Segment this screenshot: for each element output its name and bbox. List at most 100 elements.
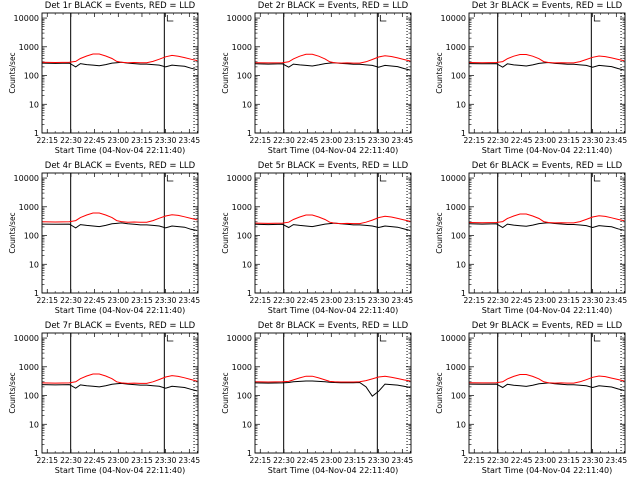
- y-tick-label: 1000: [446, 43, 466, 52]
- series-line-events: [41, 222, 198, 231]
- y-tick-label: 100: [24, 392, 39, 401]
- y-tick-label: 100: [237, 72, 252, 81]
- plot-frame: [254, 332, 412, 454]
- chart-panel-9: Det 9r BLACK = Events, RED = LLD 1 10 100 10…: [435, 321, 627, 475]
- x-axis-label: Start Time (04-Nov-04 22:11:40): [268, 466, 398, 475]
- x-axis-label: Start Time (04-Nov-04 22:11:40): [482, 306, 612, 315]
- chart-panel-8: Det 8r BLACK = Events, RED = LLD 1 10 100 10…: [221, 321, 413, 475]
- x-tick-label: 22:45: [297, 296, 319, 305]
- x-tick-label: 23:30: [155, 296, 177, 305]
- y-tick-label: 10000: [14, 14, 39, 23]
- x-tick-label: 23:00: [107, 456, 129, 465]
- y-tick-label: 10: [29, 100, 39, 109]
- x-tick-label: 23:00: [107, 136, 129, 145]
- chart-panel-3: Det 3r BLACK = Events, RED = LLD 1 10 100 10…: [435, 1, 627, 155]
- x-tick-label: 22:15: [36, 136, 58, 145]
- y-tick-label: 1: [461, 129, 466, 138]
- y-tick-label: 100: [451, 392, 466, 401]
- y-axis-label: Counts/sec: [8, 372, 17, 413]
- y-tick-label: 10000: [441, 334, 466, 343]
- x-tick-label: 23:00: [107, 296, 129, 305]
- chart-title: Det 7r BLACK = Events, RED = LLD: [45, 321, 196, 331]
- chart-panel-1: Det 1r BLACK = Events, RED = LLD 1 10 100 10…: [8, 1, 200, 155]
- x-tick-label: 23:45: [606, 456, 628, 465]
- series-line-events: [41, 382, 198, 392]
- x-tick-label: 22:45: [84, 296, 106, 305]
- x-tick-label: 22:30: [60, 136, 82, 145]
- x-tick-label: 22:15: [249, 136, 271, 145]
- x-tick-label: 22:30: [273, 296, 295, 305]
- x-axis-label: Start Time (04-Nov-04 22:11:40): [268, 146, 398, 155]
- x-axis-label: Start Time (04-Nov-04 22:11:40): [482, 146, 612, 155]
- x-tick-label: 22:15: [463, 136, 485, 145]
- x-tick-label: 23:15: [344, 296, 366, 305]
- x-tick-label: 23:45: [392, 296, 414, 305]
- y-tick-label: 10: [242, 420, 252, 429]
- y-tick-label: 1: [461, 449, 466, 458]
- x-tick-label: 23:30: [155, 456, 177, 465]
- x-tick-label: 23:30: [368, 136, 390, 145]
- x-tick-label: 22:45: [297, 456, 319, 465]
- x-tick-label: 22:15: [36, 456, 58, 465]
- plot-frame: [41, 172, 199, 294]
- y-tick-label: 100: [237, 232, 252, 241]
- marker-bracket: [379, 175, 387, 182]
- x-tick-label: 22:15: [249, 296, 271, 305]
- x-tick-label: 22:45: [84, 136, 106, 145]
- x-tick-label: 23:15: [131, 456, 153, 465]
- y-axis-label: Counts/sec: [435, 212, 444, 253]
- y-tick-label: 1000: [19, 363, 39, 372]
- x-tick-label: 23:45: [606, 136, 628, 145]
- x-tick-label: 23:45: [179, 136, 201, 145]
- series-line-lld: [41, 53, 198, 64]
- y-tick-label: 10: [456, 260, 466, 269]
- x-tick-label: 23:45: [606, 296, 628, 305]
- y-tick-label: 1: [34, 289, 39, 298]
- series-line-events: [41, 61, 198, 71]
- chart-title: Det 3r BLACK = Events, RED = LLD: [472, 1, 623, 11]
- y-tick-label: 1000: [232, 203, 252, 212]
- x-tick-label: 22:15: [36, 296, 58, 305]
- marker-bracket: [593, 335, 601, 342]
- series-line-lld: [41, 373, 198, 384]
- y-tick-label: 10: [242, 100, 252, 109]
- x-tick-label: 22:45: [511, 136, 533, 145]
- x-tick-label: 23:45: [392, 136, 414, 145]
- x-tick-label: 23:00: [534, 136, 556, 145]
- y-tick-label: 10: [242, 260, 252, 269]
- x-tick-label: 23:00: [534, 296, 556, 305]
- marker-bracket: [166, 335, 174, 342]
- y-tick-label: 10000: [227, 174, 252, 183]
- series-line-lld: [254, 53, 411, 64]
- plot-frame: [254, 12, 412, 134]
- y-tick-label: 10000: [227, 14, 252, 23]
- x-tick-label: 23:45: [179, 456, 201, 465]
- y-tick-label: 10: [456, 420, 466, 429]
- x-tick-label: 23:15: [344, 456, 366, 465]
- x-tick-label: 22:15: [463, 456, 485, 465]
- y-axis-label: Counts/sec: [221, 52, 230, 93]
- x-axis-label: Start Time (04-Nov-04 22:11:40): [268, 306, 398, 315]
- marker-bracket: [379, 15, 387, 22]
- series-line-events: [254, 62, 411, 71]
- plot-frame: [41, 12, 199, 134]
- x-tick-label: 23:15: [131, 296, 153, 305]
- y-axis-label: Counts/sec: [435, 52, 444, 93]
- chart-panel-4: Det 4r BLACK = Events, RED = LLD 1 10 100 10…: [8, 161, 200, 315]
- x-tick-label: 22:45: [511, 296, 533, 305]
- y-tick-label: 1000: [446, 203, 466, 212]
- y-tick-label: 100: [24, 72, 39, 81]
- x-tick-label: 22:45: [511, 456, 533, 465]
- chart-panel-7: Det 7r BLACK = Events, RED = LLD 1 10 100 10…: [8, 321, 200, 475]
- plot-frame: [468, 12, 626, 134]
- x-axis-label: Start Time (04-Nov-04 22:11:40): [55, 306, 185, 315]
- series-line-events: [468, 222, 625, 231]
- y-tick-label: 10000: [441, 14, 466, 23]
- y-tick-label: 10: [456, 100, 466, 109]
- x-tick-label: 22:30: [273, 456, 295, 465]
- y-tick-label: 1000: [19, 203, 39, 212]
- y-tick-label: 1: [461, 289, 466, 298]
- y-tick-label: 1: [247, 289, 252, 298]
- x-tick-label: 23:00: [320, 136, 342, 145]
- plot-frame: [254, 172, 412, 294]
